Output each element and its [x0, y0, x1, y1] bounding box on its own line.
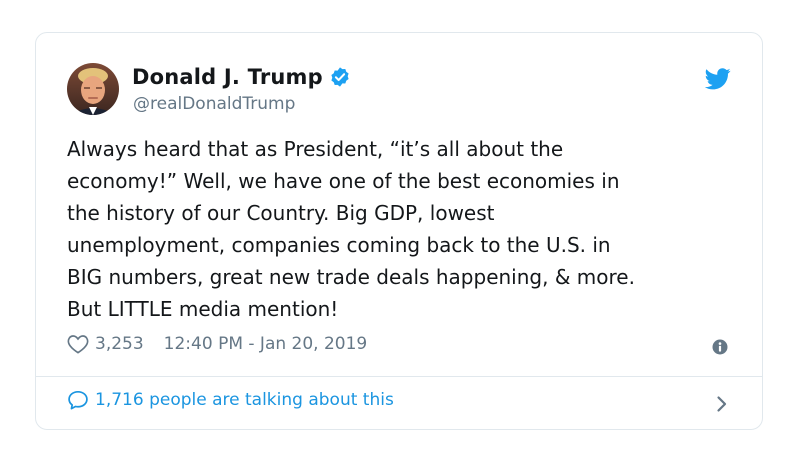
tweet-card[interactable]: Donald J. Trump @realDonaldTrump Always …: [35, 32, 763, 430]
conversation-count-text[interactable]: 1,716 people are talking about this: [95, 390, 394, 410]
like-count[interactable]: 3,253: [95, 334, 144, 354]
author-name-row[interactable]: Donald J. Trump: [132, 65, 351, 89]
author-handle[interactable]: @realDonaldTrump: [133, 94, 296, 114]
chevron-right-icon[interactable]: [716, 395, 728, 413]
author-name[interactable]: Donald J. Trump: [132, 65, 323, 89]
conversation-link[interactable]: 1,716 people are talking about this: [67, 390, 394, 410]
speech-bubble-icon: [68, 390, 88, 410]
info-icon[interactable]: [712, 339, 728, 355]
tweet-timestamp[interactable]: 12:40 PM - Jan 20, 2019: [163, 334, 368, 354]
heart-icon[interactable]: [67, 334, 89, 354]
avatar[interactable]: [67, 63, 119, 115]
tweet-text: Always heard that as President, “it’s al…: [67, 137, 635, 321]
tweet-meta: 3,253 12:40 PM - Jan 20, 2019: [67, 334, 367, 354]
avatar-image: [67, 63, 119, 115]
twitter-bird-icon[interactable]: [705, 68, 731, 90]
verified-badge-icon: [331, 67, 349, 87]
divider: [36, 376, 762, 377]
